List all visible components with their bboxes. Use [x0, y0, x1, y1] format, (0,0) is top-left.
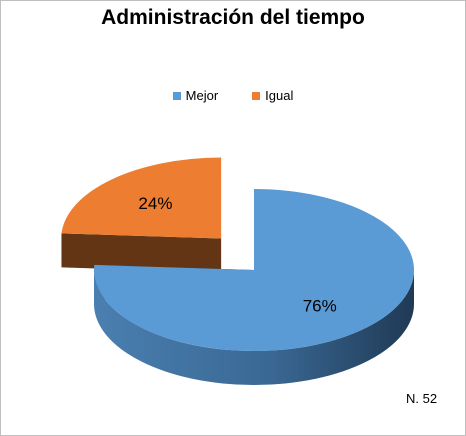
data-label-igual: 24%: [138, 194, 172, 213]
legend-label-mejor: Mejor: [185, 88, 219, 103]
sample-size-note: N. 52: [406, 391, 438, 406]
legend-item-mejor: Mejor: [172, 88, 219, 103]
slice-wall-start-igual: [61, 233, 222, 273]
legend-swatch-mejor: [172, 91, 181, 100]
slice-side-mejor: [94, 270, 414, 385]
legend-swatch-igual: [252, 91, 261, 100]
legend-item-igual: Igual: [252, 88, 293, 103]
legend: Mejor Igual: [0, 88, 466, 103]
pie-slice-mejor: [94, 189, 415, 385]
slice-top-mejor: [94, 189, 415, 351]
chart-title: Administración del tiempo: [101, 6, 365, 29]
data-label-mejor: 76%: [303, 296, 337, 315]
slice-top-igual: [61, 157, 222, 239]
legend-label-igual: Igual: [265, 88, 294, 103]
pie-slice-igual: [61, 157, 222, 273]
